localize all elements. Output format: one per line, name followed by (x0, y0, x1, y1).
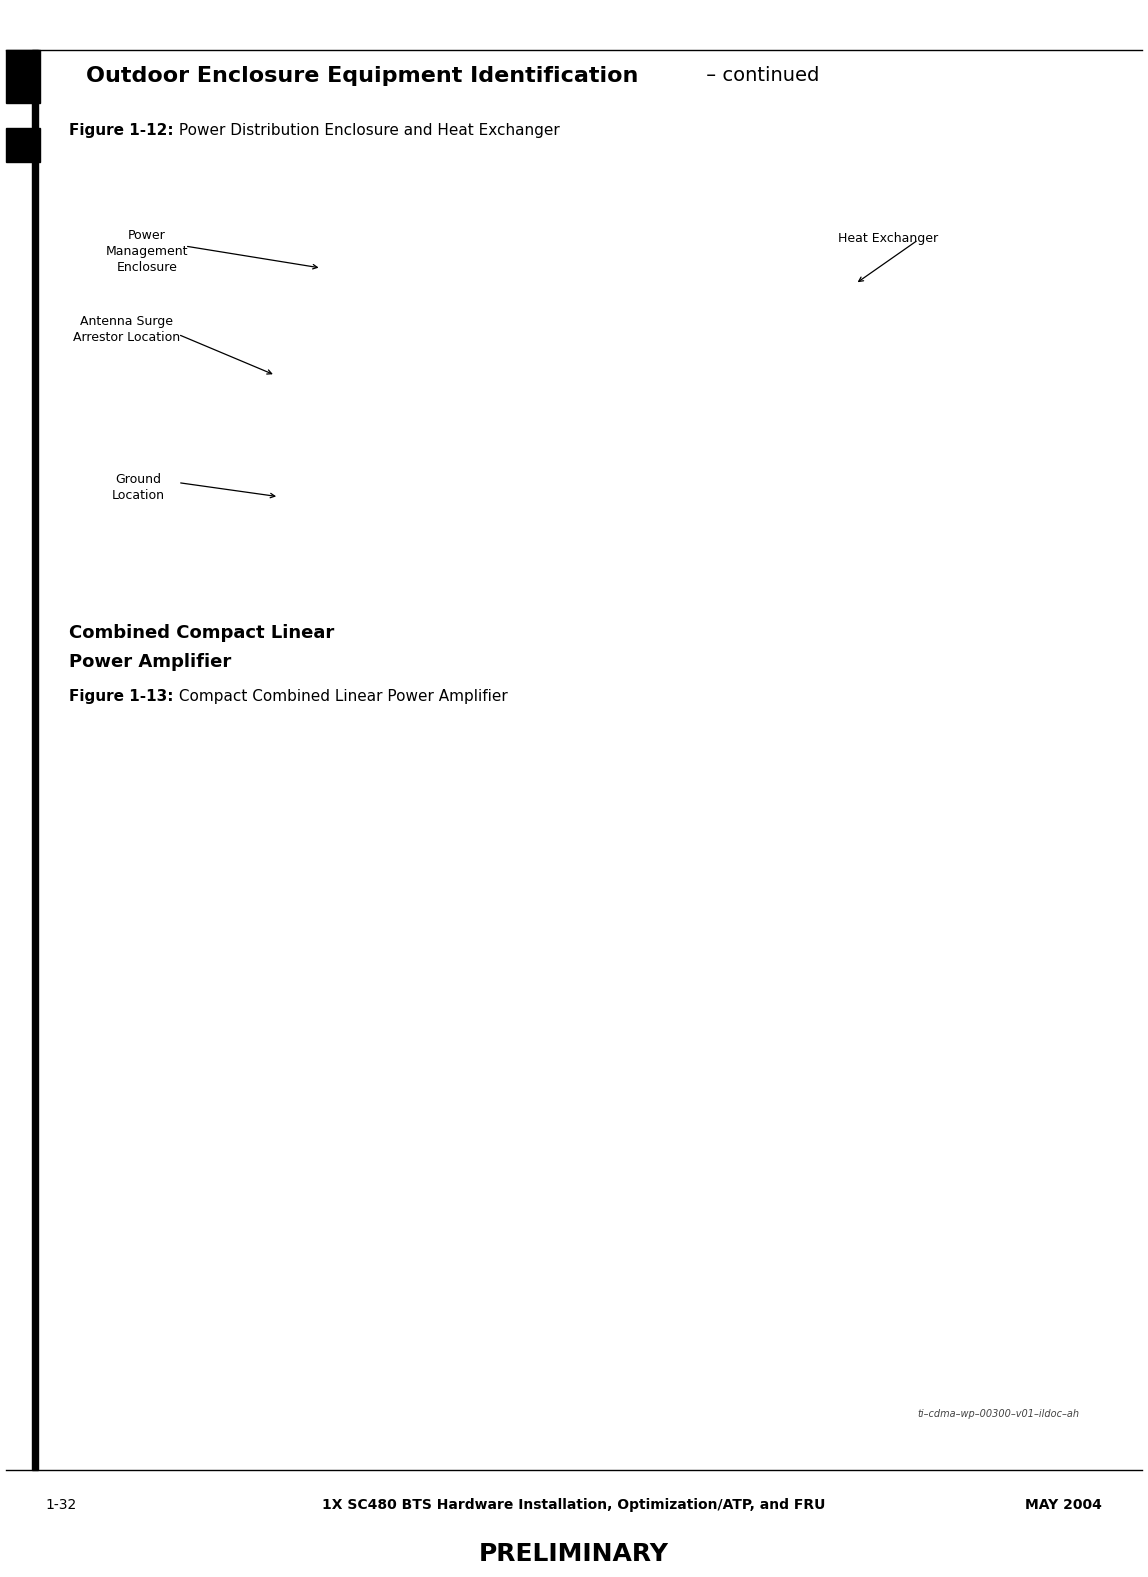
Text: Ground
Location: Ground Location (111, 473, 164, 501)
Text: Power Distribution Enclosure and Heat Exchanger: Power Distribution Enclosure and Heat Ex… (174, 123, 560, 139)
Text: Compact Combined Linear Power Amplifier: Compact Combined Linear Power Amplifier (174, 689, 509, 705)
Text: Outdoor Enclosure Equipment Identification: Outdoor Enclosure Equipment Identificati… (86, 66, 638, 87)
Text: Antenna Surge
Arrestor Location: Antenna Surge Arrestor Location (72, 315, 180, 344)
Text: – continued: – continued (700, 66, 820, 85)
Bar (224, 189, 1085, 599)
Text: MAY 2004: MAY 2004 (1025, 1498, 1102, 1512)
Text: Power
Management
Enclosure: Power Management Enclosure (106, 229, 188, 274)
Bar (32, 49, 38, 1470)
Text: 1-32: 1-32 (46, 1498, 77, 1512)
Text: Combined Compact Linear: Combined Compact Linear (69, 624, 334, 642)
Text: PRELIMINARY: PRELIMINARY (479, 1542, 669, 1566)
Text: ti–cdma–wp–00300–v01–ildoc–ah: ti–cdma–wp–00300–v01–ildoc–ah (917, 1410, 1079, 1419)
Text: Heat Exchanger: Heat Exchanger (838, 232, 938, 244)
Text: 1X SC480 BTS Hardware Installation, Optimization/ATP, and FRU: 1X SC480 BTS Hardware Installation, Opti… (323, 1498, 825, 1512)
Bar (6, 50, 40, 103)
Text: Figure 1-13:: Figure 1-13: (69, 689, 173, 705)
Text: Figure 1-12:: Figure 1-12: (69, 123, 173, 139)
Text: Power Amplifier: Power Amplifier (69, 653, 231, 670)
Text: 1: 1 (15, 60, 28, 77)
Bar (241, 725, 976, 1364)
Bar (6, 128, 40, 162)
